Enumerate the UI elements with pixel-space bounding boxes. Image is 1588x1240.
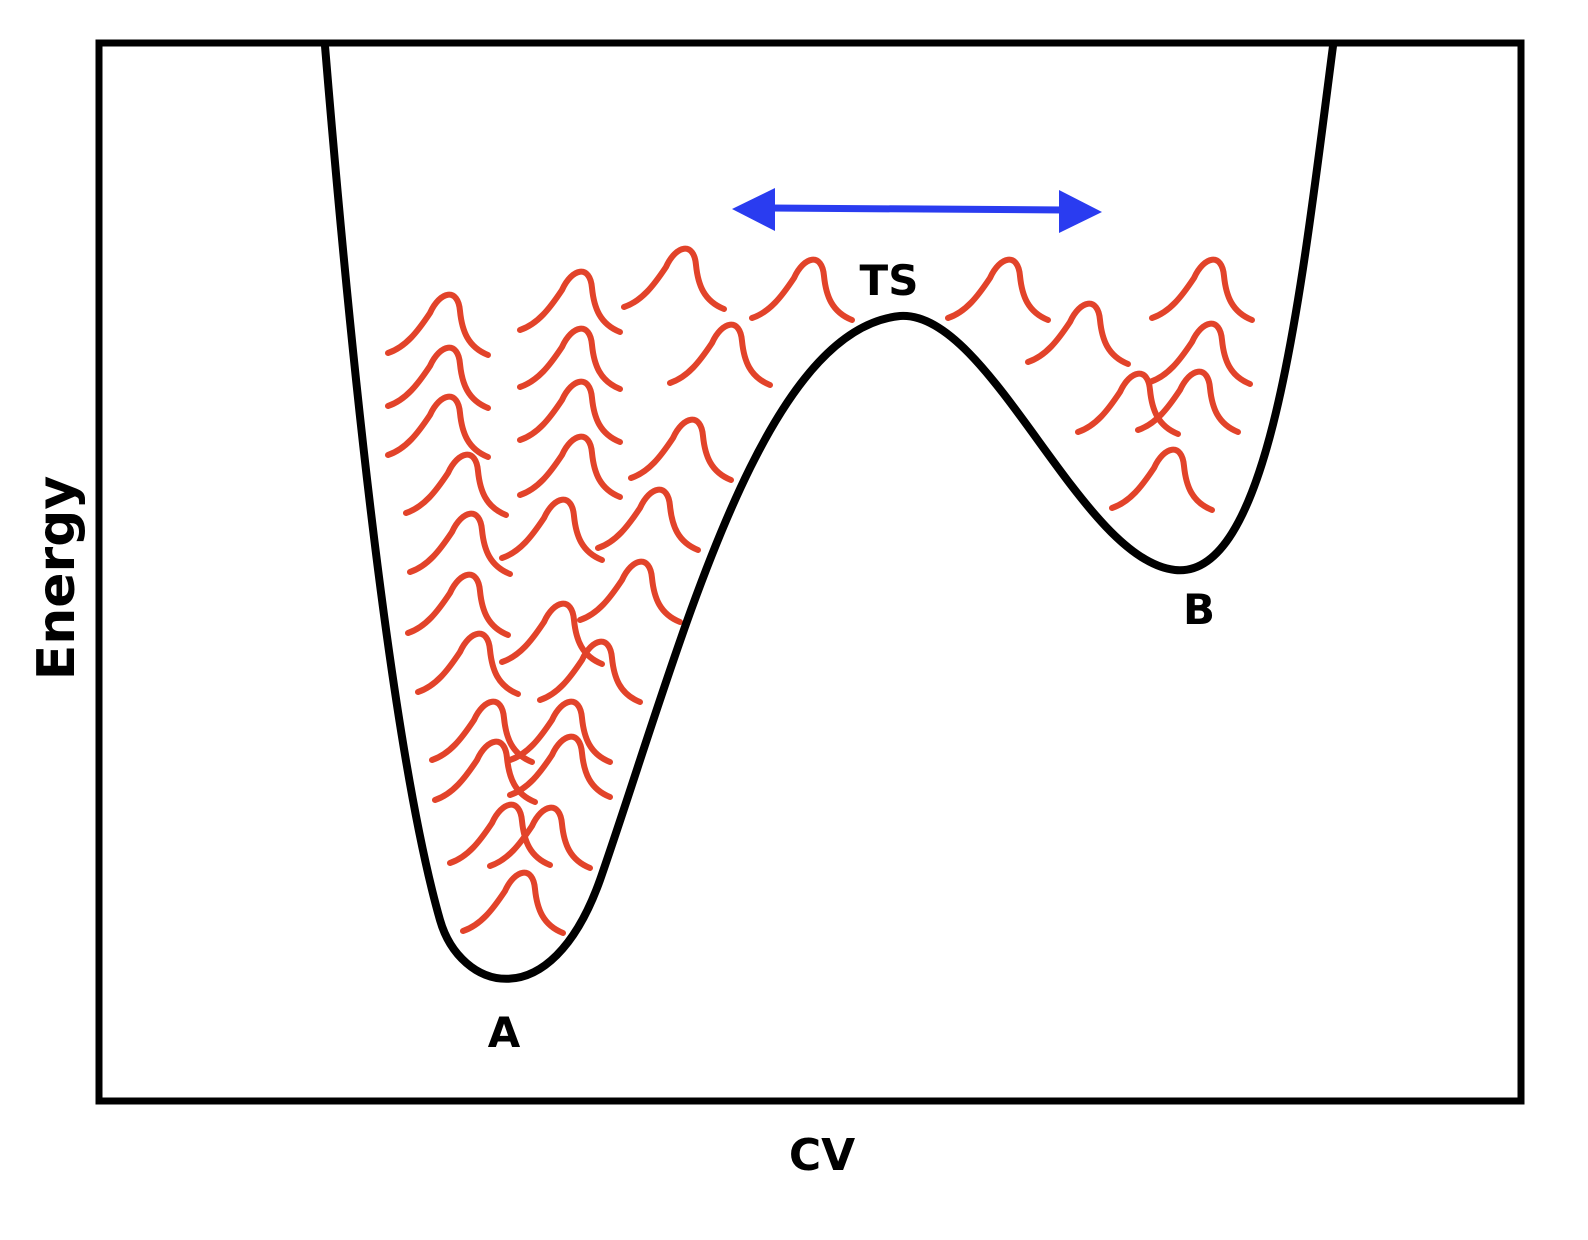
bias-gaussian	[405, 571, 511, 638]
bias-gaussian	[1147, 320, 1253, 387]
bias-gaussian	[487, 804, 593, 871]
bias-gaussian	[1075, 370, 1181, 437]
bias-gaussian	[415, 630, 521, 697]
bias-gaussian	[667, 321, 773, 388]
bias-gaussian	[429, 698, 535, 765]
bias-gaussian	[749, 256, 855, 323]
bias-gaussian	[403, 451, 509, 518]
transition-state-label: TS	[860, 256, 919, 305]
bias-gaussian	[385, 344, 491, 411]
bias-gaussian	[628, 416, 734, 483]
bias-gaussian	[517, 433, 623, 500]
bias-gaussian	[945, 256, 1051, 323]
plot-frame	[95, 39, 1525, 1105]
bias-gaussians	[385, 245, 1255, 936]
bias-gaussian	[447, 801, 553, 868]
bias-gaussian	[577, 558, 683, 625]
bias-gaussian	[499, 496, 605, 563]
y-axis-label: Energy	[27, 476, 87, 681]
minimum-a-label: A	[488, 1008, 521, 1057]
bias-gaussian	[1149, 256, 1255, 323]
minimum-b-label: B	[1183, 585, 1215, 634]
bias-gaussian	[517, 378, 623, 445]
bias-gaussian	[1109, 446, 1215, 513]
bias-gaussian	[1135, 368, 1241, 435]
x-axis-label: CV	[789, 1130, 855, 1181]
bias-gaussian	[537, 638, 643, 705]
bias-gaussian	[517, 268, 623, 335]
bias-gaussian	[507, 733, 613, 800]
bias-gaussian	[507, 698, 613, 765]
bias-gaussian	[517, 325, 623, 392]
bias-gaussian	[595, 486, 701, 553]
bias-gaussian	[432, 738, 538, 805]
bias-gaussian	[460, 869, 566, 936]
bias-gaussian	[385, 393, 491, 460]
bias-gaussian	[1025, 300, 1131, 367]
bias-gaussian	[407, 510, 513, 577]
bias-gaussian	[499, 600, 605, 667]
bias-gaussian	[385, 291, 491, 358]
energy-curve	[321, 45, 1337, 983]
bias-gaussian	[621, 245, 727, 312]
double-headed-arrow-icon	[732, 188, 1102, 233]
